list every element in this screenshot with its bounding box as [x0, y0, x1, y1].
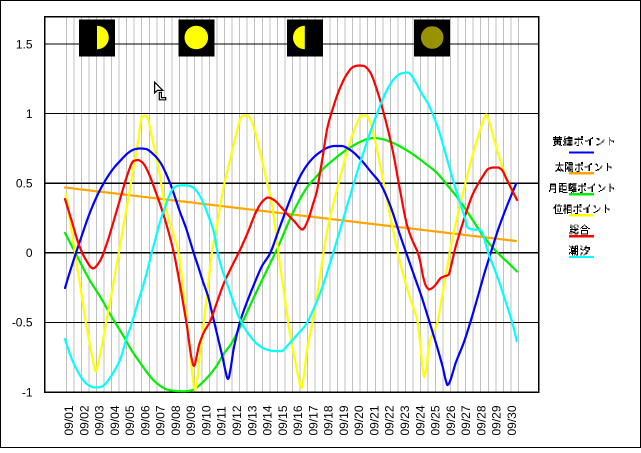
svg-text:09/15: 09/15 — [276, 405, 290, 435]
svg-text:09/24: 09/24 — [413, 405, 427, 435]
svg-text:09/09: 09/09 — [184, 405, 198, 435]
svg-text:0.5: 0.5 — [16, 177, 33, 191]
svg-text:09/07: 09/07 — [154, 405, 168, 435]
svg-text:1.5: 1.5 — [16, 37, 33, 51]
svg-text:09/13: 09/13 — [245, 405, 259, 435]
svg-text:09/05: 09/05 — [123, 405, 137, 435]
svg-text:09/18: 09/18 — [322, 405, 336, 435]
svg-text:09/30: 09/30 — [505, 405, 519, 435]
svg-text:09/20: 09/20 — [352, 405, 366, 435]
svg-text:-0.5: -0.5 — [12, 316, 33, 330]
svg-text:09/03: 09/03 — [93, 405, 107, 435]
svg-text:09/27: 09/27 — [459, 405, 473, 435]
svg-text:09/10: 09/10 — [199, 405, 213, 435]
svg-text:09/19: 09/19 — [337, 405, 351, 435]
svg-text:0: 0 — [26, 246, 33, 260]
svg-text:09/12: 09/12 — [230, 405, 244, 435]
svg-text:09/26: 09/26 — [444, 405, 458, 435]
svg-text:09/17: 09/17 — [306, 405, 320, 435]
svg-text:09/08: 09/08 — [169, 405, 183, 435]
svg-text:09/02: 09/02 — [77, 405, 91, 435]
svg-text:1: 1 — [26, 107, 33, 121]
svg-text:09/16: 09/16 — [291, 405, 305, 435]
svg-text:09/23: 09/23 — [398, 405, 412, 435]
svg-text:09/29: 09/29 — [490, 405, 504, 435]
svg-text:09/11: 09/11 — [215, 406, 229, 435]
svg-text:09/14: 09/14 — [261, 405, 275, 435]
svg-text:09/06: 09/06 — [138, 405, 152, 435]
svg-text:-1: -1 — [22, 385, 33, 399]
svg-text:09/21: 09/21 — [367, 405, 381, 435]
svg-text:09/22: 09/22 — [383, 405, 397, 435]
svg-text:09/04: 09/04 — [108, 405, 122, 435]
svg-text:09/25: 09/25 — [429, 405, 443, 435]
svg-text:09/01: 09/01 — [62, 405, 76, 435]
svg-text:09/28: 09/28 — [474, 405, 488, 435]
